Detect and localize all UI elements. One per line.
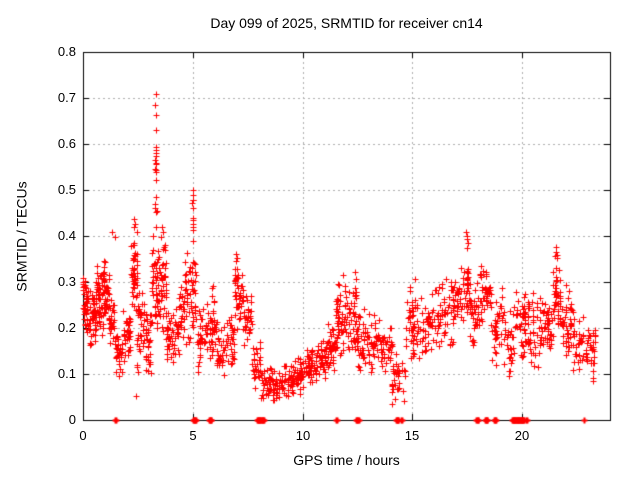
y-tick-label: 0.5 [57, 182, 76, 197]
x-tick-label: 15 [404, 428, 420, 443]
chart-title: Day 099 of 2025, SRMTID for receiver cn1… [210, 15, 483, 31]
x-tick-label: 10 [295, 428, 311, 443]
x-axis-label: GPS time / hours [293, 452, 400, 468]
y-tick-label: 0.6 [57, 136, 76, 151]
y-tick-label: 0.4 [57, 228, 76, 243]
y-tick-label: 0.2 [57, 320, 76, 335]
y-tick-label: 0.1 [57, 366, 76, 381]
y-tick-label: 0.7 [57, 90, 76, 105]
x-tick-label: 5 [189, 428, 197, 443]
y-tick-label: 0.3 [57, 274, 76, 289]
x-tick-label: 20 [514, 428, 530, 443]
y-tick-label: 0 [68, 412, 76, 427]
y-tick-label: 0.8 [57, 44, 76, 59]
x-tick-label: 0 [79, 428, 87, 443]
